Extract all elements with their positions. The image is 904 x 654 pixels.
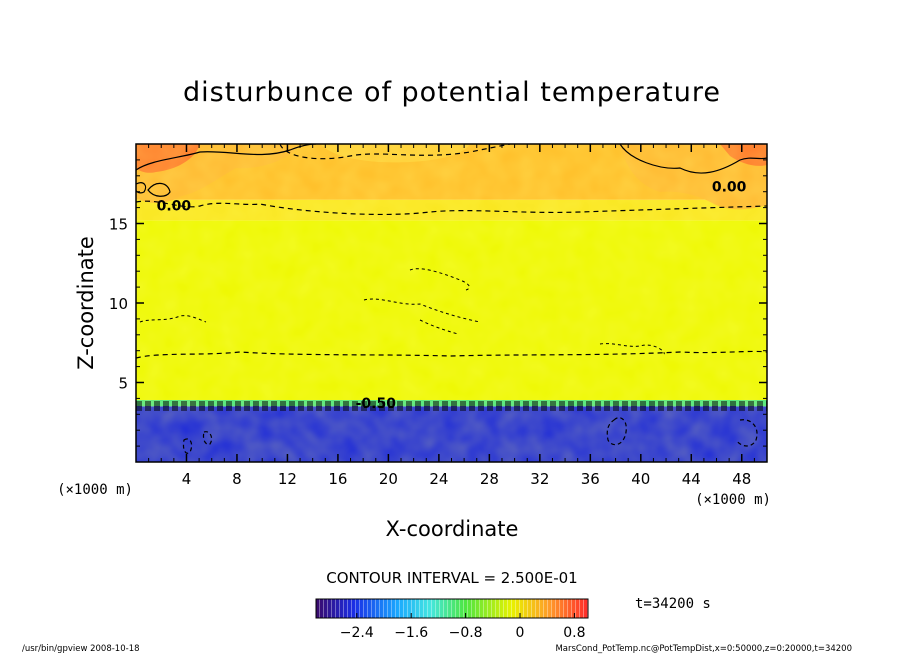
y-axis: 5 10 15 — [109, 159, 767, 447]
x-tick-label-7: 32 — [530, 470, 549, 488]
y-axis-label: Z-coordinate — [74, 236, 98, 370]
time-label: t=34200 s — [635, 596, 711, 612]
plot-area: 0.00 0.00 -0.50 — [136, 144, 767, 462]
scattered-contours — [139, 268, 665, 355]
x-tick-label-1: 8 — [232, 470, 242, 488]
x-tick-label-0: 4 — [182, 470, 192, 488]
y-tick-label-2: 15 — [109, 216, 128, 234]
contour-interval-label: CONTOUR INTERVAL = 2.500E-01 — [326, 569, 577, 587]
x-tick-label-10: 44 — [682, 470, 701, 488]
x-axis: 4 8 12 16 20 24 28 32 36 40 44 48 — [148, 144, 768, 488]
colorbar-tick-label-1: −1.6 — [394, 625, 428, 641]
footer-right: MarsCond_PotTemp.nc@PotTempDist,x=0:5000… — [555, 644, 852, 654]
y-unit-label: (×1000 m) — [57, 482, 133, 498]
colorbar: −2.4 −1.6 −0.8 0 0.8 — [315, 598, 589, 641]
y-tick-label-1: 10 — [109, 295, 128, 313]
x-tick-label-3: 16 — [328, 470, 347, 488]
contour-label-2: -0.50 — [356, 396, 397, 412]
footer-left: /usr/bin/gpview 2008-10-18 — [22, 644, 140, 654]
colorbar-tick-label-0: −2.4 — [340, 625, 374, 641]
y-tick-label-0: 5 — [118, 375, 128, 393]
x-tick-label-5: 24 — [429, 470, 448, 488]
contour-label-0: 0.00 — [157, 199, 192, 215]
x-tick-label-2: 12 — [278, 470, 297, 488]
colorbar-tick-label-2: −0.8 — [449, 625, 483, 641]
x-tick-label-4: 20 — [379, 470, 398, 488]
x-unit-label: (×1000 m) — [695, 492, 771, 508]
chart-title: disturbunce of potential temperature — [183, 77, 721, 108]
x-tick-label-9: 40 — [631, 470, 650, 488]
x-tick-label-6: 28 — [480, 470, 499, 488]
interface-contours — [136, 401, 767, 411]
colorbar-tick-label-3: 0 — [516, 625, 525, 641]
x-tick-label-8: 36 — [581, 470, 600, 488]
contour-labels: 0.00 0.00 -0.50 — [157, 180, 747, 412]
x-axis-label: X-coordinate — [386, 517, 519, 541]
x-tick-label-11: 48 — [732, 470, 751, 488]
contour-label-1: 0.00 — [712, 180, 747, 196]
colorbar-tick-label-4: 0.8 — [563, 625, 585, 641]
